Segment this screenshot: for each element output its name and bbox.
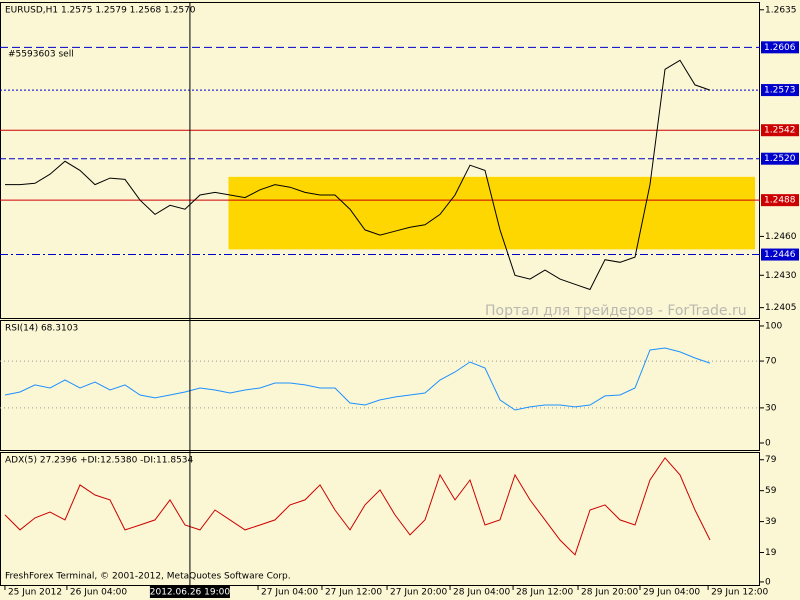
x-tick-label: 26 Jun 04:00 [70, 588, 127, 598]
panel-title: EURUSD,H1 1.2575 1.2579 1.2568 1.2570 [5, 6, 196, 16]
level-label-box [761, 248, 799, 261]
y-tick-label: 19 [765, 548, 777, 558]
panel-title: RSI(14) 68.3103 [5, 324, 78, 334]
y-tick-label: 100 [765, 321, 782, 331]
y-tick-label: 70 [765, 357, 777, 367]
y-tick-label: 0 [765, 438, 771, 448]
x-tick-label: 27 Jun 04:00 [261, 588, 318, 598]
x-tick-label: 27 Jun 12:00 [325, 588, 382, 598]
y-tick-label: 59 [765, 486, 777, 496]
level-label: 1.2542 [764, 126, 796, 136]
y-tick-label: 1.2635 [765, 5, 797, 15]
series-line [5, 59, 711, 291]
x-tick-label: 28 Jun 04:00 [453, 588, 510, 598]
y-tick-label: 30 [765, 403, 777, 413]
level-label: 1.2606 [764, 43, 796, 53]
level-label-box [761, 124, 799, 137]
series-line [4, 347, 711, 411]
level-label: 1.2446 [764, 250, 796, 260]
panel [0, 2, 760, 319]
watermark: Портал для трейдеров - ForTrade.ru [485, 303, 747, 319]
annotation: #5593603 sell [8, 50, 74, 60]
x-tick-label: 25 Jun 2012 [8, 588, 62, 598]
y-tick-label: 79 [765, 455, 777, 465]
x-tick-label: 27 Jun 20:00 [390, 588, 447, 598]
level-label-box [761, 194, 799, 207]
panel [0, 320, 760, 451]
level-label: 1.2573 [764, 86, 796, 96]
panel [0, 452, 760, 586]
y-tick-label: 0 [765, 577, 771, 587]
level-label: 1.2488 [764, 196, 796, 206]
y-tick-label: 39 [765, 517, 777, 527]
footer: FreshForex Terminal, © 2001-2012, MetaQu… [5, 572, 291, 582]
y-tick-label: 1.2405 [765, 303, 797, 313]
x-tick-label: 29 Jun 12:00 [711, 588, 768, 598]
level-label-box [761, 84, 799, 97]
panel-title: ADX(5) 27.2396 +DI:12.5380 -DI:11.8534 [5, 456, 194, 466]
crosshair-label-box [149, 586, 230, 598]
level-label-box [761, 152, 799, 165]
level-label: 1.2520 [764, 154, 796, 164]
y-tick-label: 1.2430 [765, 271, 797, 281]
crosshair-label: 2012.06.26 19:00 [150, 588, 231, 598]
y-tick-label: 1.2460 [765, 232, 797, 242]
x-tick-label: 29 Jun 04:00 [643, 588, 700, 598]
x-tick-label: 28 Jun 12:00 [516, 588, 573, 598]
level-label-box [761, 41, 799, 54]
x-tick-label: 28 Jun 20:00 [581, 588, 638, 598]
series-line [4, 457, 711, 556]
zone [228, 176, 756, 250]
